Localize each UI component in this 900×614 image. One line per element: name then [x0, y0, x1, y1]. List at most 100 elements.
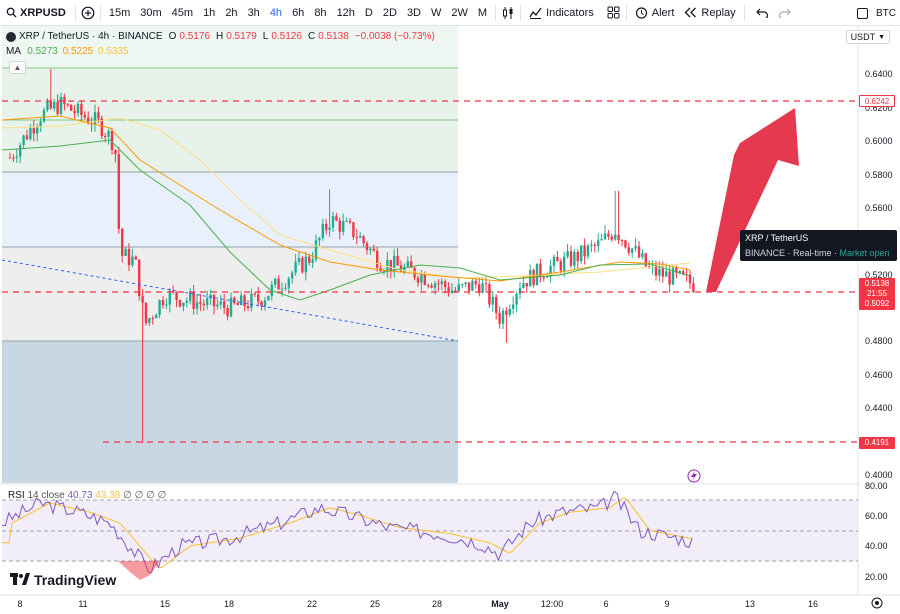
candle-body: [168, 290, 171, 305]
candle-body: [267, 295, 270, 301]
candle-body: [433, 283, 437, 288]
candle-body: [226, 307, 229, 317]
tradingview-logo[interactable]: TradingView: [10, 572, 116, 588]
rsi-axis-tick: 60.00: [865, 511, 888, 521]
candle-body: [539, 263, 542, 278]
candle-body: [260, 301, 263, 307]
candle-body: [359, 236, 362, 238]
candle-body: [19, 145, 22, 157]
interval-6h[interactable]: 6h: [292, 6, 305, 19]
interval-2d[interactable]: 2D: [382, 6, 397, 19]
candle-body: [501, 310, 505, 324]
candle-body: [338, 220, 341, 232]
interval-30m[interactable]: 30m: [140, 6, 162, 19]
tooltip-data-type: Real-time: [793, 248, 832, 258]
candle-body: [42, 109, 46, 122]
candle-style-icon[interactable]: [499, 4, 517, 22]
candle-body: [311, 259, 314, 263]
interval-d[interactable]: D: [364, 6, 373, 19]
candle-body: [304, 256, 307, 273]
toolbar-divider: [495, 4, 497, 21]
candle-body: [301, 257, 304, 273]
candle-body: [172, 290, 175, 293]
interval-45m[interactable]: 45m: [171, 6, 194, 19]
alert-label: Alert: [651, 6, 675, 19]
interval-1h[interactable]: 1h: [203, 6, 216, 19]
alert-button[interactable]: Alert: [630, 4, 680, 21]
right-symbol-label[interactable]: BTC: [876, 7, 896, 19]
candle-body: [151, 318, 154, 320]
time-axis-tick: 11: [78, 599, 87, 609]
candle-body: [467, 282, 471, 291]
undo-icon[interactable]: [754, 4, 772, 22]
candle-body: [495, 297, 498, 313]
candle-body: [134, 256, 137, 260]
candle-body: [692, 283, 695, 292]
candle-body: [512, 304, 515, 309]
candle-body: [121, 228, 124, 256]
interval-3d[interactable]: 3D: [406, 6, 421, 19]
candle-body: [376, 250, 379, 268]
price-chart[interactable]: 0.6400 0.6200 0.6000 0.5800 0.5600 0.5200 0.48…: [0, 26, 900, 614]
interval-15m[interactable]: 15m: [108, 6, 131, 19]
candle-body: [59, 96, 63, 114]
price-axis-tick: 0.5200: [865, 270, 893, 280]
compare-add-icon[interactable]: [79, 4, 97, 22]
candle-body: [314, 240, 318, 260]
level-tag-5092: 0.5092: [864, 299, 890, 308]
zone-blue-light: [2, 172, 458, 247]
indicators-button[interactable]: Indicators: [524, 5, 599, 21]
candle-body: [83, 114, 86, 118]
candle-body: [552, 256, 556, 266]
replay-button[interactable]: Replay: [679, 5, 740, 21]
templates-grid-icon[interactable]: [605, 4, 623, 22]
candle-body: [117, 154, 120, 229]
candle-body: [627, 247, 630, 253]
interval-2w[interactable]: 2W: [451, 6, 468, 19]
interval-4h[interactable]: 4h: [269, 6, 283, 19]
candle-body: [144, 302, 148, 324]
interval-2h[interactable]: 2h: [225, 6, 238, 19]
candle-body: [223, 301, 226, 308]
candle-body: [389, 260, 392, 272]
time-axis-tick: 18: [224, 599, 234, 609]
candle-body: [233, 297, 236, 304]
candle-body: [155, 314, 158, 319]
candle-body: [637, 246, 641, 258]
candle-body: [362, 236, 365, 244]
candle-body: [127, 248, 131, 266]
interval-w[interactable]: W: [431, 6, 442, 19]
rsi-legend: RSI 14 close 40.73 43.38 ∅ ∅ ∅ ∅: [8, 490, 166, 501]
interval-m[interactable]: M: [477, 6, 488, 19]
candle-body: [189, 292, 192, 301]
candle-body: [365, 243, 369, 251]
candle-body: [25, 135, 29, 140]
candle-body: [104, 136, 107, 138]
candle-body: [678, 270, 681, 273]
collapse-legend-button[interactable]: ▲: [9, 61, 26, 74]
toolbar-divider: [625, 4, 627, 21]
symbol-search[interactable]: XRPUSD: [0, 0, 72, 25]
candle-body: [73, 110, 76, 114]
candle-body: [138, 259, 141, 297]
candle-body: [556, 256, 559, 262]
interval-3h[interactable]: 3h: [247, 6, 260, 19]
redo-icon[interactable]: [776, 4, 794, 22]
candle-body: [597, 240, 600, 246]
indicators-icon: [529, 7, 542, 19]
candle-body: [212, 294, 216, 307]
candle-body: [369, 248, 372, 251]
candle-body: [274, 278, 277, 285]
fullscreen-square-icon[interactable]: [857, 7, 868, 19]
chart-settings-gear-center: [875, 601, 879, 605]
interval-8h[interactable]: 8h: [314, 6, 327, 19]
symbol-label: XRPUSD: [20, 6, 66, 19]
candle-body: [549, 265, 552, 277]
candle-body: [508, 308, 511, 315]
candle-body: [576, 251, 579, 262]
candle-body: [444, 281, 447, 288]
interval-12h[interactable]: 12h: [336, 6, 355, 19]
candle-body: [192, 292, 195, 309]
currency-selector[interactable]: USDT ▼: [845, 30, 890, 44]
candle-body: [525, 283, 528, 287]
